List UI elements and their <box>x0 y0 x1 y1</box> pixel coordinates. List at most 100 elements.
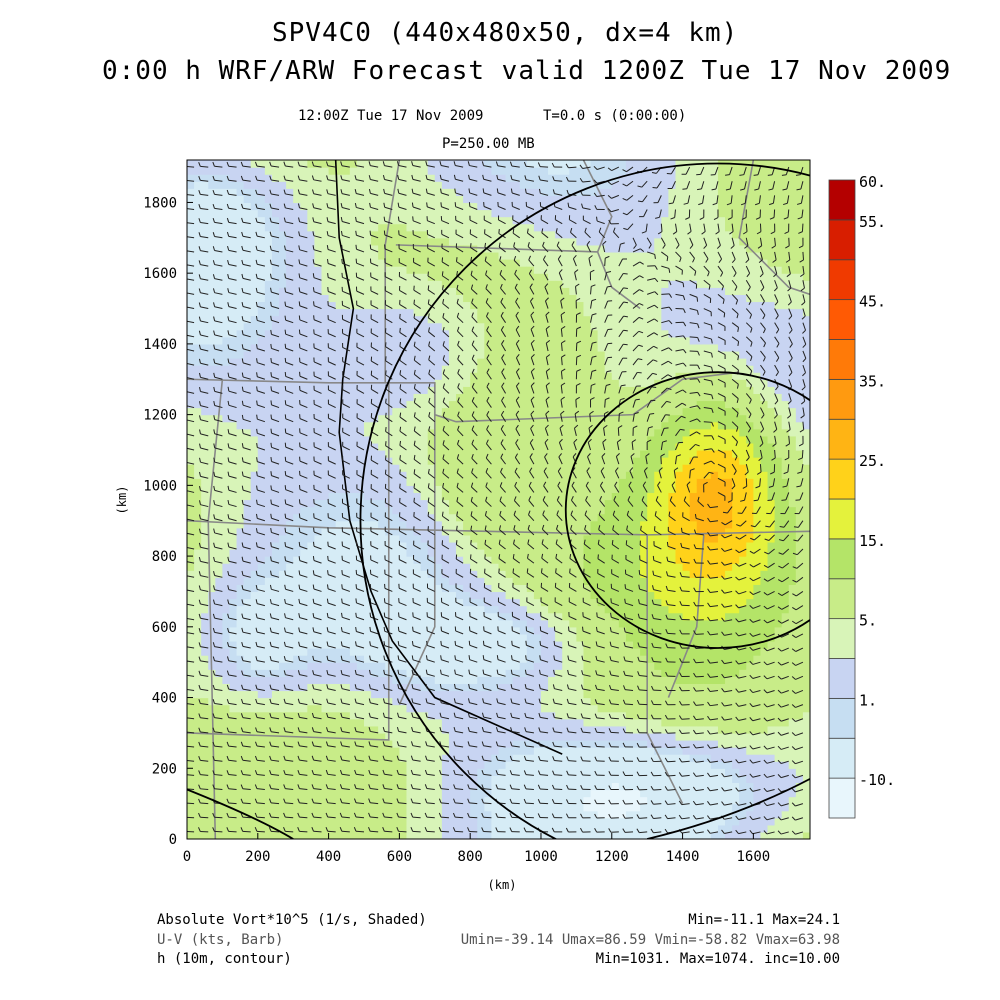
vorticity-cell <box>392 662 400 670</box>
vorticity-cell <box>434 676 443 684</box>
vorticity-cell <box>484 824 493 833</box>
vorticity-cell <box>526 563 535 571</box>
vorticity-cell <box>342 761 351 769</box>
vorticity-cell <box>533 711 542 720</box>
vorticity-cell <box>293 640 301 649</box>
vorticity-cell <box>187 259 195 267</box>
vorticity-cell <box>215 556 223 564</box>
vorticity-cell <box>342 188 351 196</box>
vorticity-cell <box>540 393 549 402</box>
vorticity-cell <box>293 365 301 373</box>
vorticity-cell <box>484 174 493 182</box>
vorticity-cell <box>498 570 507 578</box>
vorticity-cell <box>491 506 500 515</box>
vorticity-cell <box>222 831 231 839</box>
vorticity-cell <box>456 648 464 656</box>
vorticity-cell <box>548 195 556 204</box>
vorticity-cell <box>222 541 231 550</box>
vorticity-cell <box>243 640 252 649</box>
vorticity-cell <box>307 428 316 437</box>
vorticity-cell <box>399 386 408 395</box>
vorticity-cell <box>505 563 514 571</box>
vorticity-cell <box>441 308 450 317</box>
vorticity-cell <box>505 775 514 784</box>
vorticity-cell <box>363 824 372 833</box>
vorticity-cell <box>477 457 485 465</box>
vorticity-cell <box>229 704 238 713</box>
vorticity-cell <box>498 251 507 260</box>
vorticity-cell <box>243 457 252 465</box>
vorticity-cell <box>243 506 252 515</box>
vorticity-cell <box>371 237 379 246</box>
vorticity-cell <box>194 372 202 380</box>
vorticity-cell <box>498 782 507 791</box>
vorticity-cell <box>448 421 457 430</box>
vorticity-cell <box>321 683 330 692</box>
vorticity-cell <box>250 527 259 536</box>
vorticity-cell <box>222 768 231 776</box>
vorticity-cell <box>371 782 379 791</box>
vorticity-cell <box>448 251 457 260</box>
vorticity-cell <box>321 796 330 805</box>
vorticity-cell <box>222 308 231 317</box>
vorticity-cell <box>222 506 231 515</box>
vorticity-cell <box>371 457 379 465</box>
vorticity-cell <box>264 414 273 423</box>
vorticity-cell <box>363 549 372 557</box>
vorticity-cell <box>342 605 351 614</box>
vorticity-cell <box>264 478 273 486</box>
vorticity-cell <box>215 478 223 486</box>
vorticity-cell <box>243 761 252 769</box>
vorticity-cell <box>300 167 308 175</box>
vorticity-cell <box>420 697 429 706</box>
vorticity-cell <box>236 831 245 839</box>
vorticity-cell <box>406 605 415 614</box>
vorticity-cell <box>385 188 393 196</box>
vorticity-cell <box>208 732 216 741</box>
vorticity-cell <box>229 690 238 699</box>
vorticity-cell <box>519 287 528 295</box>
vorticity-cell <box>222 534 231 543</box>
vorticity-cell <box>378 244 386 253</box>
vorticity-cell <box>243 669 252 677</box>
vorticity-cell <box>342 831 351 839</box>
vorticity-cell <box>293 768 301 776</box>
vorticity-cell <box>406 209 415 218</box>
vorticity-cell <box>286 796 294 805</box>
vorticity-cell <box>257 365 266 373</box>
vorticity-cell <box>222 739 231 748</box>
vorticity-cell <box>187 697 195 706</box>
vorticity-cell <box>427 478 436 486</box>
vorticity-cell <box>533 400 542 409</box>
vorticity-cell <box>349 747 358 755</box>
vorticity-cell <box>307 202 316 211</box>
vorticity-cell <box>215 259 223 267</box>
vorticity-cell <box>456 520 464 529</box>
vorticity-cell <box>441 527 450 536</box>
vorticity-cell <box>399 358 408 366</box>
vorticity-cell <box>448 457 457 465</box>
vorticity-cell <box>448 527 457 536</box>
vorticity-cell <box>201 266 209 274</box>
vorticity-cell <box>356 563 365 571</box>
vorticity-cell <box>392 237 400 246</box>
vorticity-cell <box>427 648 436 656</box>
vorticity-cell <box>208 202 216 211</box>
vorticity-cell <box>441 563 450 571</box>
vorticity-cell <box>243 747 252 755</box>
vorticity-cell <box>279 294 287 303</box>
vorticity-cell <box>314 739 323 748</box>
vorticity-cell <box>229 464 238 472</box>
vorticity-cell <box>349 259 358 267</box>
vorticity-cell <box>477 230 485 239</box>
vorticity-cell <box>201 577 209 585</box>
vorticity-cell <box>526 732 535 741</box>
vorticity-cell <box>222 669 231 677</box>
vorticity-cell <box>463 457 471 465</box>
vorticity-cell <box>229 230 238 239</box>
vorticity-cell <box>279 442 287 451</box>
vorticity-cell <box>201 181 209 189</box>
vorticity-cell <box>208 365 216 373</box>
vorticity-cell <box>385 209 393 218</box>
vorticity-cell <box>286 662 294 670</box>
